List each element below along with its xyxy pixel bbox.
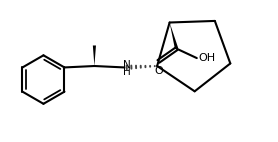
Polygon shape bbox=[170, 22, 178, 49]
Polygon shape bbox=[93, 45, 96, 66]
Text: OH: OH bbox=[198, 53, 216, 63]
Text: N: N bbox=[123, 60, 130, 70]
Text: H: H bbox=[123, 67, 130, 77]
Text: O: O bbox=[154, 66, 163, 76]
